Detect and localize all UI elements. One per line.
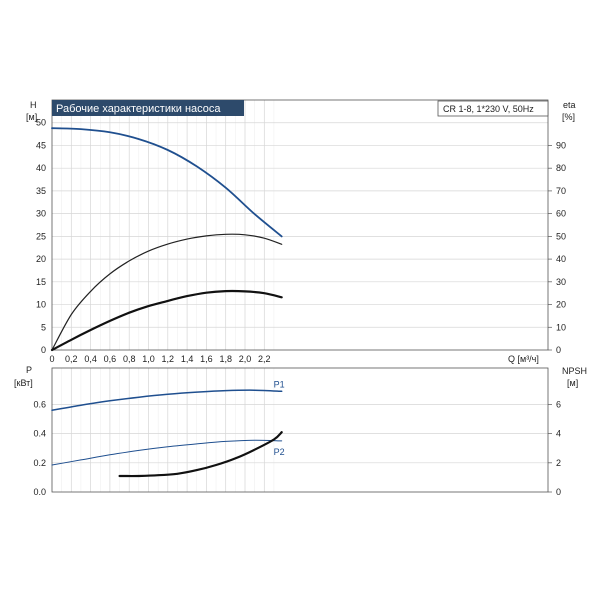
y-left-tick-label: 5 [41, 322, 46, 332]
y-left-tick-label: 30 [36, 209, 46, 219]
y-right-tick-label: 40 [556, 254, 566, 264]
y-left-unit: [м] [26, 112, 37, 122]
top-panel-grid [52, 100, 548, 350]
eta-x-curve [50, 289, 283, 352]
npsh-curve [118, 431, 283, 478]
top-panel-frame [51, 99, 549, 351]
y-left-tick-label: 50 [36, 118, 46, 128]
y-left-tick-label: 35 [36, 186, 46, 196]
head-curve [51, 127, 283, 238]
y-left-label: H [30, 100, 37, 110]
npsh-axis-label: NPSH [562, 366, 587, 376]
x-axis-label: Q [м³/ч] [508, 354, 539, 364]
model-label: CR 1-8, 1*230 V, 50Hz [443, 104, 534, 114]
p-axis-label: P [26, 365, 32, 375]
chart-title: Рабочие характеристики насоса [56, 103, 221, 115]
x-tick-label: 1,2 [162, 354, 175, 364]
npsh-axis-unit: [м] [567, 378, 578, 388]
y-right-tick-label: 20 [556, 300, 566, 310]
model-label-box [437, 100, 549, 117]
x-tick-label: 1,6 [200, 354, 213, 364]
top-panel-series [50, 127, 283, 352]
x-tick-label: 0,6 [104, 354, 117, 364]
y-left-tick-label: 15 [36, 277, 46, 287]
y-right-tick-label: 30 [556, 277, 566, 287]
y-right-tick-label: 0 [556, 345, 561, 355]
npsh-tick-label: 2 [556, 458, 561, 468]
x-tick-label: 0,8 [123, 354, 136, 364]
y-left-tick-label: 10 [36, 300, 46, 310]
y-left-tick-label: 25 [36, 231, 46, 241]
x-tick-label: 1,0 [142, 354, 155, 364]
title-box [52, 100, 244, 116]
y-right-tick-label: 80 [556, 163, 566, 173]
y-left-tick-label: 20 [36, 254, 46, 264]
bottom-panel-series: P1 P2 [51, 379, 285, 478]
p-tick-label: 0.0 [33, 487, 46, 497]
npsh-tick-label: 0 [556, 487, 561, 497]
p-tick-label: 0.6 [33, 399, 46, 409]
y-right-tick-label: 50 [556, 231, 566, 241]
p-tick-label: 0.4 [33, 429, 46, 439]
p2-curve [51, 439, 283, 466]
x-tick-label: 0 [49, 354, 54, 364]
y-left-tick-label: 45 [36, 140, 46, 150]
bottom-panel-ticks: 0.0 0.2 0.4 0.6 0 2 4 6 [33, 399, 561, 497]
y-right-tick-label: 90 [556, 140, 566, 150]
y-right-unit: [%] [562, 112, 575, 122]
x-tick-label: 2,0 [239, 354, 252, 364]
p-axis-unit: [кВт] [14, 378, 33, 388]
series-label-p2: P2 [274, 447, 285, 457]
y-right-label: eta [563, 100, 576, 110]
y-left-tick-label: 40 [36, 163, 46, 173]
y-right-tick-label: 10 [556, 322, 566, 332]
p1-curve [51, 389, 283, 412]
x-tick-label: 0,2 [65, 354, 78, 364]
y-right-tick-label: 70 [556, 186, 566, 196]
y-right-tick-label: 60 [556, 209, 566, 219]
efficiency-curve [51, 233, 283, 351]
x-tick-label: 2,2 [258, 354, 271, 364]
y-left-tick-label: 0 [41, 345, 46, 355]
top-panel-ticks: 0 0,2 0,4 0,6 0,8 1,0 1,2 1,4 1,6 1,8 2,0 2,2 0 5 10 15… [36, 118, 566, 364]
x-tick-label: 1,4 [181, 354, 194, 364]
series-label-p1: P1 [274, 379, 285, 389]
npsh-tick-label: 6 [556, 399, 561, 409]
npsh-tick-label: 4 [556, 429, 561, 439]
bottom-panel-frame [51, 367, 549, 493]
p-tick-label: 0.2 [33, 458, 46, 468]
x-tick-label: 0,4 [84, 354, 97, 364]
x-tick-label: 1,8 [219, 354, 232, 364]
